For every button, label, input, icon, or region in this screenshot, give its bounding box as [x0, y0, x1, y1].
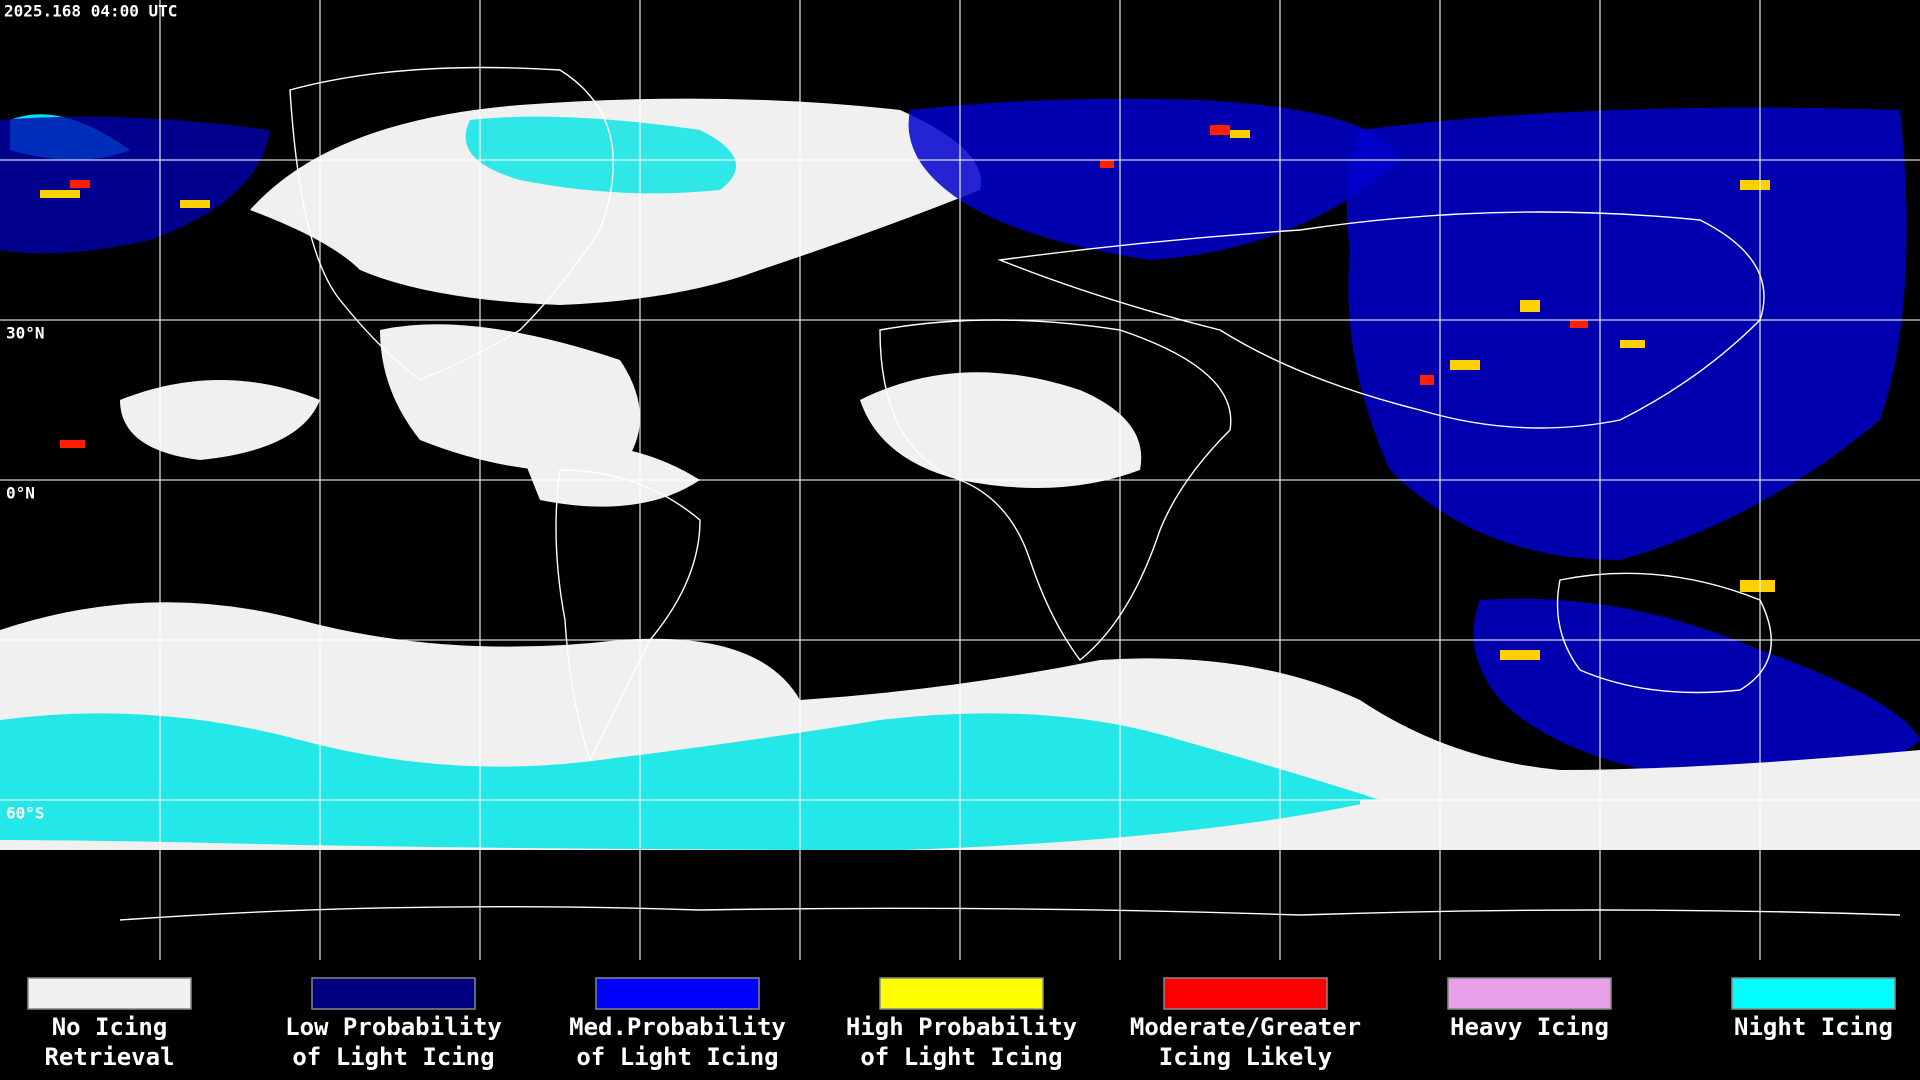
legend-label: of Light Icing [292, 1043, 494, 1071]
legend-label: Low Probability [285, 1013, 502, 1041]
legend-label: Heavy Icing [1450, 1013, 1609, 1041]
med-prob-area [1473, 598, 1920, 780]
latitude-labels: 30°N 0°N 60°S [6, 324, 45, 823]
night-icing-area [0, 713, 1380, 850]
legend-swatch [311, 977, 476, 1010]
med-prob-area [1346, 107, 1907, 560]
legend-label: Night Icing [1734, 1013, 1893, 1041]
cloud-area [120, 380, 320, 460]
med-prob-area [908, 98, 1400, 260]
graticule [0, 0, 1920, 960]
legend-swatch [595, 977, 760, 1010]
cloud-area [1360, 795, 1920, 850]
coastline [1556, 572, 1772, 694]
latitude-label: 0°N [6, 484, 35, 503]
legend-swatch [27, 977, 192, 1010]
legend-label: Retrieval [44, 1043, 174, 1071]
legend-swatch [1731, 977, 1896, 1010]
legend-label: Med.Probability [569, 1013, 786, 1041]
coastline [555, 469, 701, 762]
med-prob-area [0, 116, 270, 254]
legend-label: of Light Icing [576, 1043, 778, 1071]
coastline [997, 211, 1765, 429]
coastline [289, 66, 614, 381]
cloud-area [380, 324, 640, 472]
legend-swatch [1163, 977, 1328, 1010]
legend-swatch [879, 977, 1044, 1010]
legend-label: of Light Icing [860, 1043, 1062, 1071]
latitude-label: 30°N [6, 324, 45, 343]
legend-swatch [1447, 977, 1612, 1010]
icing-specks [40, 130, 1775, 660]
latitude-label: 60°S [6, 804, 45, 823]
legend-label: No Icing [52, 1013, 168, 1041]
legend-label: Moderate/Greater [1130, 1013, 1361, 1041]
legend-label: High Probability [846, 1013, 1077, 1041]
cloud-area [250, 98, 981, 305]
legend-label: Icing Likely [1159, 1043, 1332, 1071]
icing-specks [60, 125, 1588, 448]
night-icing-area [465, 116, 736, 194]
cloud-area [860, 372, 1142, 488]
timestamp: 2025.168 04:00 UTC [4, 2, 177, 21]
